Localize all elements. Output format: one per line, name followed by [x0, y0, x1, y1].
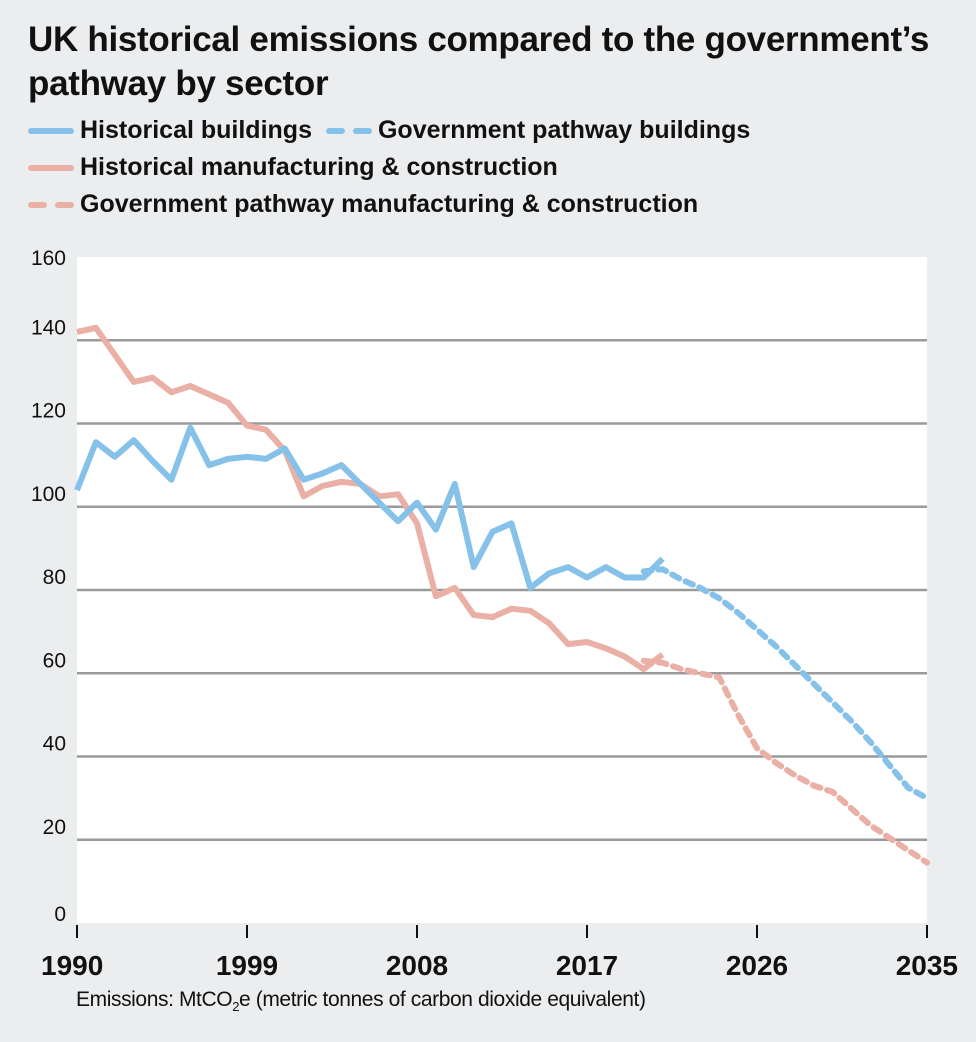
series-lines	[74, 324, 930, 866]
x-tick-label: 2017	[556, 950, 618, 981]
legend-item-historical-buildings: Historical buildings	[28, 112, 312, 149]
legend-label: Historical manufacturing & construction	[80, 153, 558, 181]
y-tick-label: 60	[43, 649, 66, 672]
footnote-subscript: 2	[232, 999, 240, 1015]
legend-swatch-dashed-blue	[325, 127, 372, 134]
legend-swatch-solid-pink	[28, 164, 74, 171]
y-tick-label: 100	[31, 483, 66, 506]
units-footnote: Emissions: MtCO2e (metric tonnes of carb…	[76, 988, 646, 1014]
legend-label: Government pathway manufacturing & const…	[80, 190, 699, 218]
y-tick-label: 140	[31, 316, 66, 339]
legend-label: Government pathway buildings	[377, 116, 751, 144]
x-tick-label: 1999	[216, 950, 278, 981]
legend-label: Historical buildings	[80, 116, 312, 144]
y-tick-label: 80	[43, 566, 66, 589]
y-axis: 0 20 40 60 80 100 120 140 160	[31, 247, 66, 926]
legend-swatch-dashed-pink	[28, 201, 74, 208]
y-tick-label: 40	[43, 733, 66, 756]
legend-item-historical-manufacturing: Historical manufacturing & construction	[28, 149, 558, 186]
y-tick-label: 0	[54, 903, 66, 926]
series-line-government-pathway-manufacturing-construction	[640, 657, 930, 866]
series-line-government-pathway-buildings	[640, 566, 930, 802]
y-tick-label: 120	[31, 400, 66, 423]
legend-swatch-solid-blue	[28, 127, 74, 134]
y-tick-label: 20	[43, 816, 66, 839]
footnote-prefix: Emissions: MtCO	[76, 988, 233, 1011]
series-line-historical-buildings	[74, 424, 665, 591]
legend-item-pathway-manufacturing: Government pathway manufacturing & const…	[28, 186, 698, 223]
legend: Historical buildings Government pathway …	[28, 112, 764, 223]
x-axis: 1990 1999 2008 2017 2026 2035	[41, 925, 958, 981]
legend-item-pathway-buildings: Government pathway buildings	[325, 112, 751, 149]
gridlines	[77, 339, 927, 841]
x-tick-label: 1990	[41, 950, 103, 981]
y-tick-label: 160	[31, 247, 66, 270]
chart-title: UK historical emissions compared to the …	[28, 20, 930, 103]
x-tick-label: 2026	[726, 950, 788, 981]
x-tick-label: 2008	[386, 950, 448, 981]
footnote-suffix: e (metric tonnes of carbon dioxide equiv…	[239, 988, 646, 1011]
x-tick-label: 2035	[896, 950, 958, 981]
